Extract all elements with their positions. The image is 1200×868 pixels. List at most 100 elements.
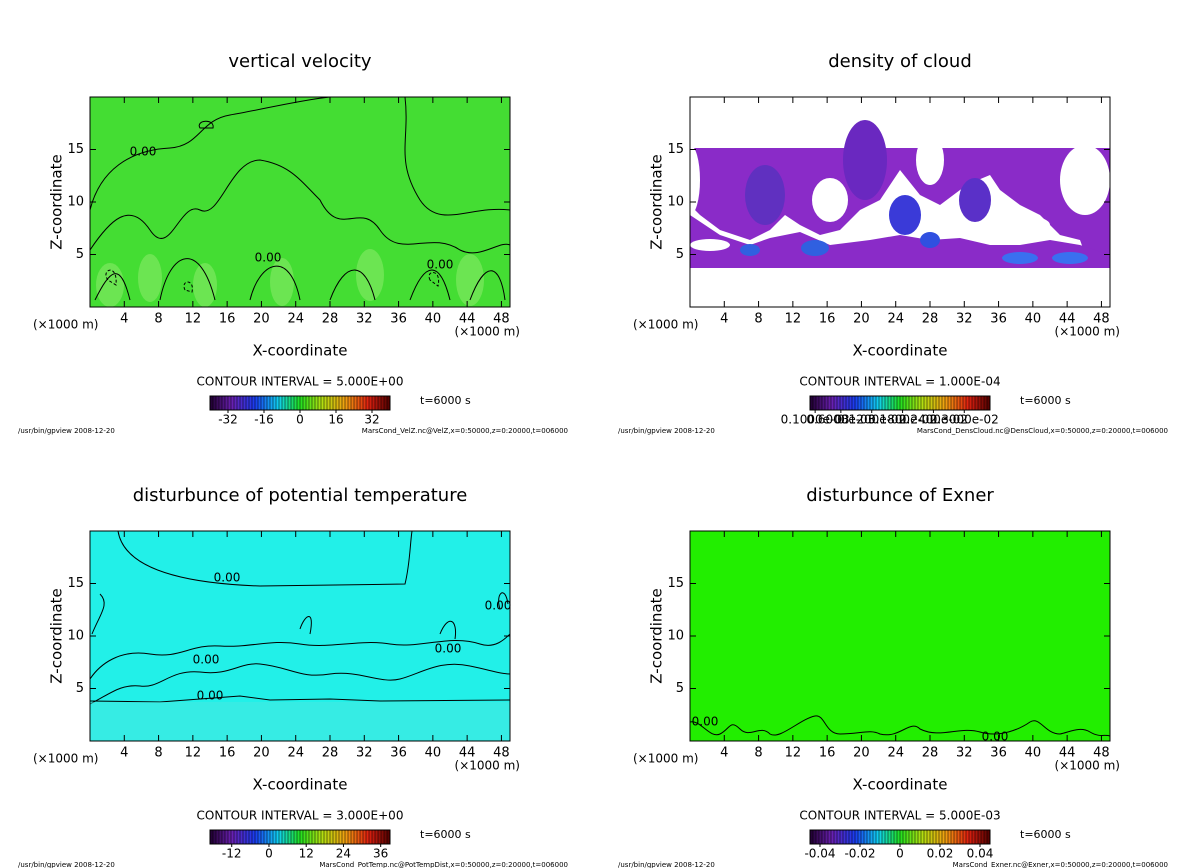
colorbar-cell: [369, 396, 373, 410]
colorbar-cell: [213, 396, 217, 410]
colorbar-cell: [315, 396, 319, 410]
colorbar-cell: [855, 396, 859, 410]
colorbar-cell: [846, 830, 850, 844]
colorbar-cell: [225, 396, 229, 410]
colorbar-cell: [843, 830, 847, 844]
colorbar-tick-label: -0.02: [844, 847, 875, 861]
colorbar-cell: [930, 396, 934, 410]
colorbar-cell: [333, 830, 337, 844]
x-tick-label: 48: [1093, 746, 1110, 761]
contour-line-dashed: [183, 281, 193, 293]
clear-gap: [690, 239, 730, 251]
x-axis-label: X-coordinate: [853, 776, 948, 794]
colorbar-cell: [276, 396, 280, 410]
colorbar-cell: [918, 396, 922, 410]
y-tick-label: 15: [667, 576, 684, 591]
colorbar-cell: [258, 830, 262, 844]
y-axis-label: Z-coordinate: [48, 588, 66, 683]
colorbar-cell: [882, 830, 886, 844]
colorbar-cell: [846, 396, 850, 410]
contour-line: [439, 621, 457, 640]
y-tick-label: 10: [667, 629, 684, 644]
x-tick-label: 16: [219, 746, 236, 761]
colorbar-tick-label: 0.04: [967, 847, 994, 861]
colorbar-cell: [816, 396, 820, 410]
colorbar-cell: [261, 396, 265, 410]
x-tick-label: 44: [459, 312, 476, 327]
cloud-region: [690, 148, 1110, 268]
colorbar-cell: [384, 830, 388, 844]
contour-label: 0.00: [255, 251, 282, 265]
colorbar-cell: [933, 396, 937, 410]
colorbar-cell: [354, 396, 358, 410]
colorbar-cell: [375, 396, 379, 410]
colorbar-cell: [357, 396, 361, 410]
colorbar-cell: [819, 396, 823, 410]
x-unit-left: (×1000 m): [33, 752, 98, 766]
colorbar-cell: [306, 396, 310, 410]
lower-field: [90, 702, 510, 741]
colorbar-cell: [330, 396, 334, 410]
colorbar-cell: [852, 396, 856, 410]
colorbar-cell: [237, 396, 241, 410]
colorbar-cell: [912, 830, 916, 844]
x-tick-label: 20: [253, 312, 270, 327]
colorbar-cell: [873, 396, 877, 410]
colorbar-cell: [975, 830, 979, 844]
x-tick-label: 24: [287, 746, 304, 761]
colorbar-cell: [978, 396, 982, 410]
colorbar-cell: [837, 830, 841, 844]
cloud-core: [843, 120, 887, 200]
colorbar-cell: [282, 396, 286, 410]
colorbar-cell: [879, 830, 883, 844]
colorbar-cell: [855, 830, 859, 844]
colorbar-cell: [951, 830, 955, 844]
colorbar-cell: [897, 396, 901, 410]
clear-gap: [990, 215, 1050, 235]
panel-title: density of cloud: [828, 51, 972, 72]
colorbar-cell: [366, 830, 370, 844]
colorbar-cell: [978, 830, 982, 844]
footer-right: MarsCond_Exner.nc@Exner,x=0:50000,z=0:20…: [953, 861, 1168, 868]
footer-left: /usr/bin/gpview 2008-12-20: [18, 427, 115, 435]
contour-interval: CONTOUR INTERVAL = 1.000E-04: [799, 375, 1000, 389]
panel: disturbunce of potential temperature 0.00…: [18, 485, 568, 868]
cloud-core: [745, 165, 785, 225]
footer-left: /usr/bin/gpview 2008-12-20: [618, 427, 715, 435]
cloud-core: [740, 244, 760, 256]
colorbar-tick-label: -32: [218, 413, 238, 427]
colorbar-frame: [809, 395, 991, 411]
colorbar-cell: [312, 830, 316, 844]
colorbar-cell: [942, 830, 946, 844]
y-tick-label: 15: [667, 142, 684, 157]
x-tick-label: 40: [1025, 312, 1042, 327]
x-unit-right: (×1000 m): [1055, 759, 1120, 773]
colorbar-cell: [945, 396, 949, 410]
x-tick-label: 8: [754, 746, 762, 761]
colorbar-cell: [813, 396, 817, 410]
field-detail: [690, 715, 1110, 737]
colorbar-tick-label: 0.1800e-02: [868, 413, 937, 427]
colorbar-cell: [303, 830, 307, 844]
colorbar-cell: [819, 830, 823, 844]
colorbar-cell: [960, 830, 964, 844]
colorbar-cell: [954, 396, 958, 410]
contour-line: [329, 269, 376, 301]
x-tick-label: 8: [154, 746, 162, 761]
colorbar-cell: [894, 396, 898, 410]
colorbar-cell: [810, 396, 814, 410]
colorbar-cell: [387, 830, 391, 844]
colorbar-tick-label: 32: [364, 413, 379, 427]
colorbar-cell: [942, 396, 946, 410]
x-tick-label: 44: [1059, 746, 1076, 761]
colorbar-cell: [270, 830, 274, 844]
colorbar-cell: [828, 396, 832, 410]
colorbar-tick-label: 0.1000e-03: [781, 413, 850, 427]
x-axis-label: X-coordinate: [253, 342, 348, 360]
colorbar-cell: [258, 396, 262, 410]
colorbar-cell: [303, 396, 307, 410]
colorbar-cell: [972, 396, 976, 410]
x-tick-label: 32: [956, 312, 973, 327]
